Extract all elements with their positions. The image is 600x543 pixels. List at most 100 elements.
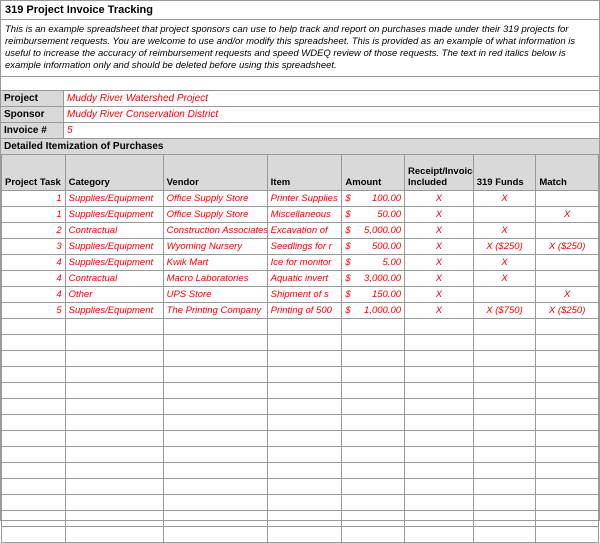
cell-task[interactable]: 3	[2, 239, 66, 255]
cell-receipt[interactable]: X	[405, 207, 474, 223]
sponsor-label: Sponsor	[1, 107, 64, 122]
spacer	[1, 77, 599, 91]
cell-funds[interactable]	[473, 207, 536, 223]
table-row-empty	[2, 415, 599, 431]
cell-task[interactable]: 5	[2, 303, 66, 319]
cell-amount[interactable]: $500.00	[342, 239, 405, 255]
cell-amount[interactable]: $5.00	[342, 255, 405, 271]
table-row-empty	[2, 351, 599, 367]
table-row: 1Supplies/EquipmentOffice Supply StoreMi…	[2, 207, 599, 223]
cell-funds[interactable]: X	[473, 255, 536, 271]
col-receipt: Receipt/Invoice Included	[405, 155, 474, 191]
cell-task[interactable]: 2	[2, 223, 66, 239]
cell-task[interactable]: 4	[2, 255, 66, 271]
col-vendor: Vendor	[163, 155, 267, 191]
cell-match[interactable]	[536, 223, 599, 239]
col-category: Category	[65, 155, 163, 191]
cell-match[interactable]: X	[536, 287, 599, 303]
table-row-empty	[2, 335, 599, 351]
table-row-empty	[2, 367, 599, 383]
cell-funds[interactable]: X ($750)	[473, 303, 536, 319]
page-title: 319 Project Invoice Tracking	[1, 1, 599, 20]
table-row-empty	[2, 511, 599, 527]
table-row-empty	[2, 527, 599, 543]
invoice-row: Invoice # 5	[1, 123, 599, 139]
project-label: Project	[1, 91, 64, 106]
cell-task[interactable]: 4	[2, 271, 66, 287]
cell-amount[interactable]: $50.00	[342, 207, 405, 223]
col-match: Match	[536, 155, 599, 191]
cell-match[interactable]	[536, 255, 599, 271]
cell-receipt[interactable]: X	[405, 191, 474, 207]
col-funds: 319 Funds	[473, 155, 536, 191]
cell-funds[interactable]: X ($250)	[473, 239, 536, 255]
cell-vendor[interactable]: Kwik Mart	[163, 255, 267, 271]
cell-category[interactable]: Supplies/Equipment	[65, 303, 163, 319]
cell-amount[interactable]: $150.00	[342, 287, 405, 303]
description-text: This is an example spreadsheet that proj…	[1, 20, 599, 77]
cell-category[interactable]: Other	[65, 287, 163, 303]
cell-match[interactable]	[536, 271, 599, 287]
table-row-empty	[2, 431, 599, 447]
cell-vendor[interactable]: The Printing Company	[163, 303, 267, 319]
table-row: 4OtherUPS StoreShipment of s$150.00XX	[2, 287, 599, 303]
cell-match[interactable]: X	[536, 207, 599, 223]
table-row-empty	[2, 319, 599, 335]
cell-match[interactable]: X ($250)	[536, 303, 599, 319]
cell-task[interactable]: 4	[2, 287, 66, 303]
purchases-table: Project Task Category Vendor Item Amount…	[1, 155, 599, 543]
cell-item[interactable]: Miscellaneous	[267, 207, 342, 223]
cell-item[interactable]: Ice for monitor	[267, 255, 342, 271]
table-row-empty	[2, 383, 599, 399]
table-row: 3Supplies/EquipmentWyoming NurserySeedli…	[2, 239, 599, 255]
sponsor-value: Muddy River Conservation District	[64, 107, 599, 122]
table-row-empty	[2, 463, 599, 479]
project-value: Muddy River Watershed Project	[64, 91, 599, 106]
cell-item[interactable]: Shipment of s	[267, 287, 342, 303]
cell-amount[interactable]: $1,000.00	[342, 303, 405, 319]
table-header-row: Project Task Category Vendor Item Amount…	[2, 155, 599, 191]
cell-category[interactable]: Contractual	[65, 223, 163, 239]
cell-match[interactable]: X ($250)	[536, 239, 599, 255]
cell-vendor[interactable]: UPS Store	[163, 287, 267, 303]
cell-amount[interactable]: $3,000.00	[342, 271, 405, 287]
cell-vendor[interactable]: Macro Laboratories	[163, 271, 267, 287]
cell-category[interactable]: Supplies/Equipment	[65, 239, 163, 255]
cell-receipt[interactable]: X	[405, 223, 474, 239]
cell-category[interactable]: Contractual	[65, 271, 163, 287]
cell-funds[interactable]: X	[473, 271, 536, 287]
cell-match[interactable]	[536, 191, 599, 207]
cell-vendor[interactable]: Office Supply Store	[163, 191, 267, 207]
cell-funds[interactable]: X	[473, 191, 536, 207]
cell-amount[interactable]: $100.00	[342, 191, 405, 207]
table-row: 4Supplies/EquipmentKwik MartIce for moni…	[2, 255, 599, 271]
cell-task[interactable]: 1	[2, 207, 66, 223]
table-row-empty	[2, 447, 599, 463]
table-row: 1Supplies/EquipmentOffice Supply StorePr…	[2, 191, 599, 207]
cell-category[interactable]: Supplies/Equipment	[65, 191, 163, 207]
cell-vendor[interactable]: Wyoming Nursery	[163, 239, 267, 255]
cell-category[interactable]: Supplies/Equipment	[65, 255, 163, 271]
cell-task[interactable]: 1	[2, 191, 66, 207]
cell-receipt[interactable]: X	[405, 287, 474, 303]
cell-item[interactable]: Printer Supplies	[267, 191, 342, 207]
cell-category[interactable]: Supplies/Equipment	[65, 207, 163, 223]
cell-item[interactable]: Excavation of	[267, 223, 342, 239]
cell-item[interactable]: Aquatic invert	[267, 271, 342, 287]
table-row-empty	[2, 399, 599, 415]
cell-vendor[interactable]: Office Supply Store	[163, 207, 267, 223]
cell-item[interactable]: Seedlings for r	[267, 239, 342, 255]
section-header: Detailed Itemization of Purchases	[1, 139, 599, 155]
cell-vendor[interactable]: Construction Associates	[163, 223, 267, 239]
cell-receipt[interactable]: X	[405, 303, 474, 319]
cell-receipt[interactable]: X	[405, 271, 474, 287]
table-row-empty	[2, 479, 599, 495]
cell-item[interactable]: Printing of 500	[267, 303, 342, 319]
col-item: Item	[267, 155, 342, 191]
cell-funds[interactable]: X	[473, 223, 536, 239]
cell-receipt[interactable]: X	[405, 255, 474, 271]
cell-receipt[interactable]: X	[405, 239, 474, 255]
cell-amount[interactable]: $5,000.00	[342, 223, 405, 239]
cell-funds[interactable]	[473, 287, 536, 303]
sponsor-row: Sponsor Muddy River Conservation Distric…	[1, 107, 599, 123]
